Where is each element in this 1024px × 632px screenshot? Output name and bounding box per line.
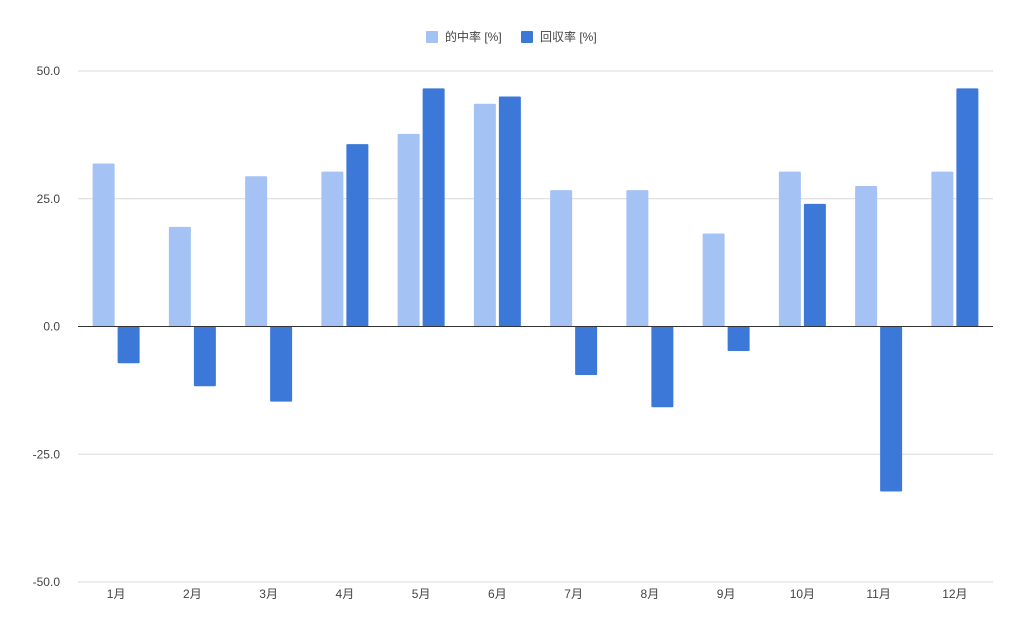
x-tick-label: 4月 (336, 587, 355, 601)
x-tick-label: 8月 (641, 587, 660, 601)
x-tick-label: 7月 (564, 587, 583, 601)
y-tick-label: -25.0 (33, 447, 61, 461)
bars (92, 88, 979, 492)
bar-return-rate-2 (193, 326, 216, 387)
y-tick-label: 25.0 (37, 192, 61, 206)
bar-hit-rate-11 (855, 185, 878, 327)
y-tick-label: 50.0 (37, 64, 61, 78)
bar-hit-rate-12 (931, 171, 954, 327)
bar-hit-rate-9 (702, 233, 725, 327)
x-tick-label: 12月 (942, 587, 967, 601)
legend: 的中率 [%] 回収率 [%] (426, 29, 597, 44)
bar-return-rate-4 (346, 144, 369, 327)
bar-return-rate-1 (117, 326, 140, 364)
x-axis: 1月 2月 3月 4月 5月 6月 7月 8月 9月 10月 11月 12月 (78, 581, 993, 601)
x-tick-label: 9月 (717, 587, 736, 601)
legend-swatch-return-rate (521, 31, 533, 43)
y-axis: -50.0 -25.0 0.0 25.0 50.0 (33, 64, 61, 589)
bar-hit-rate-8 (626, 190, 649, 327)
x-tick-label: 5月 (412, 587, 431, 601)
bar-return-rate-6 (498, 96, 521, 327)
bar-hit-rate-10 (778, 171, 801, 327)
bar-return-rate-8 (651, 326, 674, 408)
y-tick-label: -50.0 (33, 575, 61, 589)
x-tick-label: 6月 (488, 587, 507, 601)
legend-label-return-rate: 回収率 [%] (540, 29, 597, 44)
bar-hit-rate-2 (168, 226, 191, 327)
legend-label-hit-rate: 的中率 [%] (445, 29, 502, 44)
x-tick-label: 11月 (866, 587, 890, 601)
bar-hit-rate-5 (397, 133, 420, 327)
x-tick-label: 2月 (183, 587, 202, 601)
x-tick-label: 1月 (107, 587, 126, 601)
bar-hit-rate-1 (92, 163, 115, 327)
x-tick-label: 10月 (790, 587, 815, 601)
bar-hit-rate-3 (245, 176, 268, 327)
legend-swatch-hit-rate (426, 31, 438, 43)
bar-hit-rate-4 (321, 171, 344, 327)
bar-return-rate-10 (803, 203, 826, 327)
bar-hit-rate-6 (473, 103, 496, 327)
bar-hit-rate-7 (550, 190, 573, 327)
x-tick-label: 3月 (259, 587, 278, 601)
bar-return-rate-9 (727, 326, 750, 352)
bar-return-rate-3 (270, 326, 293, 402)
y-tick-label: 0.0 (43, 320, 60, 334)
bar-return-rate-5 (422, 88, 445, 327)
bar-return-rate-12 (956, 88, 979, 327)
bar-return-rate-7 (575, 326, 598, 376)
bar-return-rate-11 (880, 326, 903, 492)
